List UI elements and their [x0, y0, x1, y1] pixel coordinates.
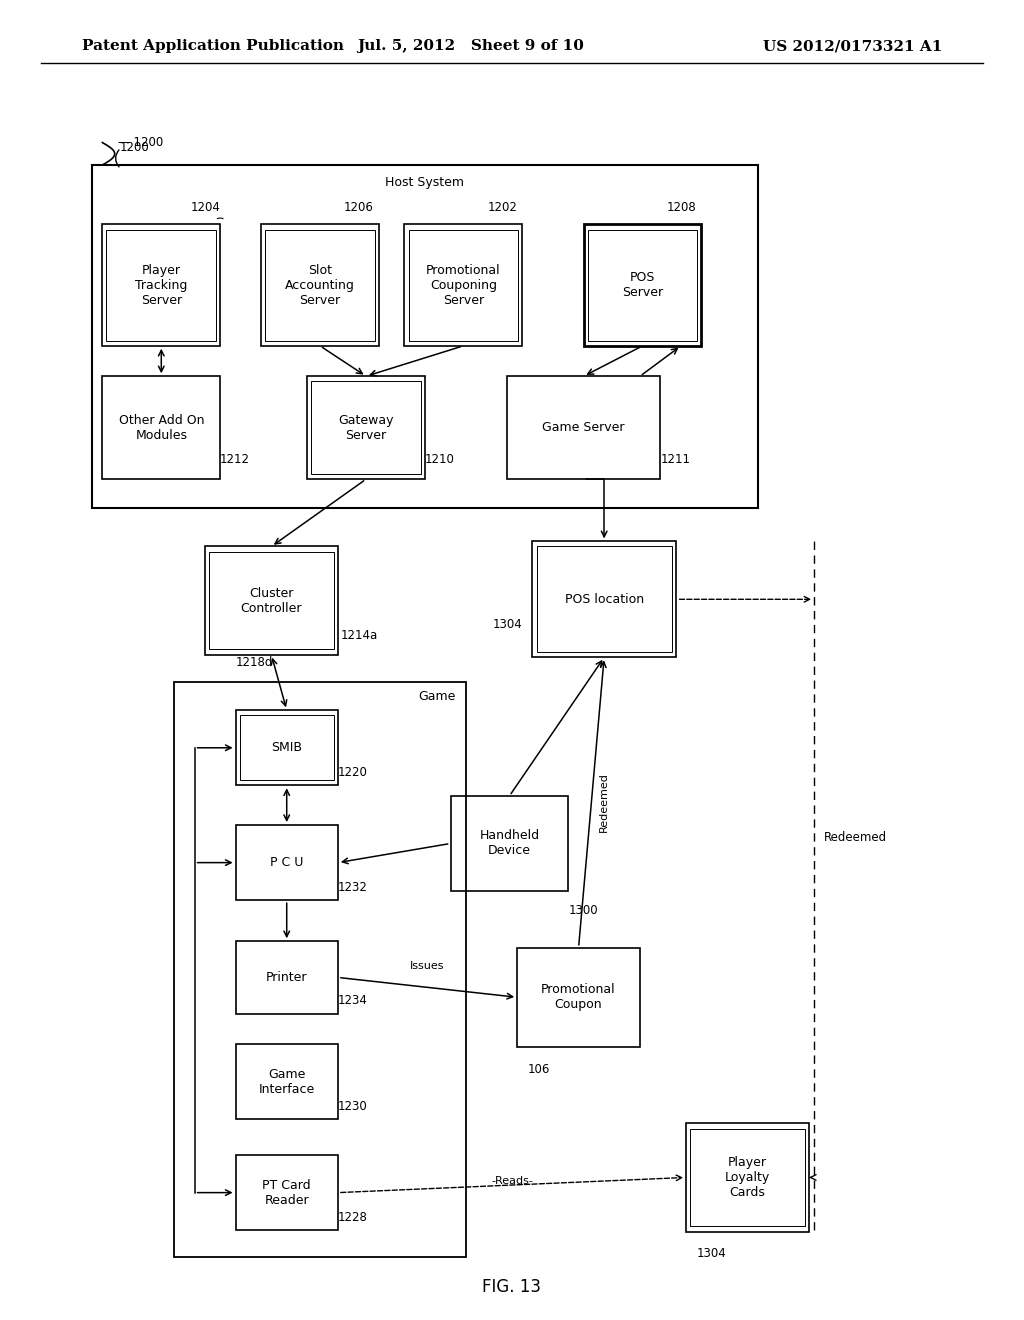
Text: Slot
Accounting
Server: Slot Accounting Server	[285, 264, 355, 306]
Text: Other Add On
Modules: Other Add On Modules	[119, 413, 204, 442]
Bar	[261, 224, 379, 346]
Text: 1204: 1204	[190, 201, 220, 214]
Text: Player
Tracking
Server: Player Tracking Server	[135, 264, 187, 306]
Bar	[588, 230, 697, 341]
Bar	[451, 796, 568, 891]
Text: Handheld
Device: Handheld Device	[479, 829, 540, 858]
Text: 1206: 1206	[344, 201, 374, 214]
Bar	[236, 710, 338, 785]
Text: 1202: 1202	[487, 201, 517, 214]
Text: Gateway
Server: Gateway Server	[338, 413, 394, 442]
Bar	[209, 552, 334, 649]
Text: Promotional
Coupon: Promotional Coupon	[542, 983, 615, 1011]
Text: 1214a: 1214a	[341, 628, 378, 642]
Text: POS
Server: POS Server	[622, 271, 664, 300]
Text: Player
Loyalty
Cards: Player Loyalty Cards	[725, 1156, 770, 1199]
Text: Game Server: Game Server	[543, 421, 625, 434]
Bar	[404, 224, 522, 346]
Text: Host System: Host System	[385, 176, 465, 189]
Text: 1200: 1200	[120, 141, 150, 154]
Text: Printer: Printer	[266, 972, 307, 983]
Text: 1300: 1300	[568, 904, 598, 917]
Text: Cluster
Controller: Cluster Controller	[241, 586, 302, 615]
Text: PT Card
Reader: PT Card Reader	[262, 1179, 311, 1206]
Text: Patent Application Publication: Patent Application Publication	[82, 40, 344, 53]
Text: — 1200: — 1200	[118, 136, 163, 149]
Text: 1220: 1220	[338, 766, 368, 779]
Bar	[690, 1129, 805, 1226]
Bar	[517, 948, 640, 1047]
Bar	[240, 715, 334, 780]
Text: Jul. 5, 2012   Sheet 9 of 10: Jul. 5, 2012 Sheet 9 of 10	[357, 40, 585, 53]
Bar	[409, 230, 518, 341]
Text: 1304: 1304	[696, 1247, 726, 1261]
Text: Promotional
Couponing
Server: Promotional Couponing Server	[426, 264, 501, 306]
Text: 1212: 1212	[220, 453, 250, 466]
Bar	[102, 224, 220, 346]
Bar	[236, 1155, 338, 1230]
Text: 1234: 1234	[338, 994, 368, 1007]
Bar	[102, 376, 220, 479]
Text: Redeemed: Redeemed	[599, 772, 609, 833]
Bar	[236, 941, 338, 1014]
Text: 1228: 1228	[338, 1210, 368, 1224]
Text: 1230: 1230	[338, 1100, 368, 1113]
Bar	[532, 541, 676, 657]
Bar	[174, 682, 466, 1257]
Bar	[205, 546, 338, 655]
Text: 106: 106	[527, 1063, 550, 1076]
Text: POS location: POS location	[564, 593, 644, 606]
Text: 1211: 1211	[660, 453, 690, 466]
Bar	[265, 230, 375, 341]
Text: Game
Interface: Game Interface	[259, 1068, 314, 1096]
Text: 1210: 1210	[425, 453, 455, 466]
Text: P C U: P C U	[270, 857, 303, 869]
Text: Game: Game	[419, 690, 456, 704]
Text: 1304: 1304	[493, 618, 522, 631]
Bar	[106, 230, 216, 341]
Bar	[236, 825, 338, 900]
Text: -Reads-: -Reads-	[492, 1176, 532, 1185]
Bar	[92, 165, 758, 508]
Bar	[307, 376, 425, 479]
Text: Issues: Issues	[411, 961, 444, 972]
Text: 1208: 1208	[667, 201, 696, 214]
Text: 1232: 1232	[338, 880, 368, 894]
Bar	[507, 376, 660, 479]
Bar	[686, 1123, 809, 1232]
Bar	[584, 224, 701, 346]
Bar	[537, 546, 672, 652]
Bar	[311, 381, 421, 474]
Bar	[236, 1044, 338, 1119]
Text: 1218d: 1218d	[236, 656, 272, 669]
Text: FIG. 13: FIG. 13	[482, 1278, 542, 1296]
Text: US 2012/0173321 A1: US 2012/0173321 A1	[763, 40, 942, 53]
Text: Redeemed: Redeemed	[824, 832, 888, 843]
Text: SMIB: SMIB	[271, 742, 302, 754]
